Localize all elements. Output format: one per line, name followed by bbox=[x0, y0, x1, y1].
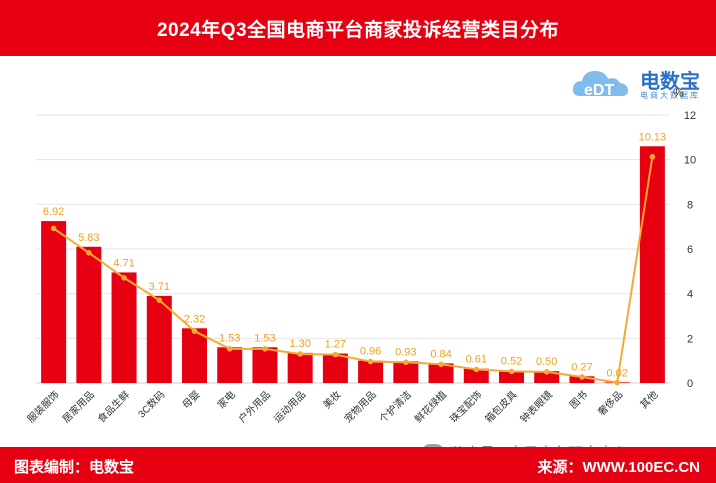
x-tick-label: 3C数码 bbox=[135, 388, 167, 420]
data-label: 4.71 bbox=[113, 257, 134, 269]
logo-text: 电数宝 bbox=[640, 71, 700, 93]
data-label: 3.71 bbox=[149, 281, 170, 293]
line-point bbox=[156, 297, 163, 303]
x-tick-label: 户外用品 bbox=[236, 388, 273, 425]
line-point bbox=[262, 346, 268, 352]
x-tick-label: 鲜花绿植 bbox=[412, 388, 449, 425]
logo-subtext: 电商大数据库 bbox=[640, 91, 700, 100]
data-label: 0.50 bbox=[536, 356, 557, 368]
line-point bbox=[121, 275, 127, 281]
chart-header: 2024年Q3全国电商平台商家投诉经营类目分布 bbox=[0, 0, 716, 56]
x-tick-label: 图书 bbox=[567, 389, 590, 412]
x-tick-label: 服装服饰 bbox=[24, 388, 61, 425]
brand-logo: eDT 电数宝 电商大数据库 bbox=[570, 62, 710, 104]
line-point bbox=[86, 249, 92, 256]
data-label: 10.13 bbox=[639, 131, 667, 143]
data-label: 1.27 bbox=[325, 339, 346, 351]
bar bbox=[111, 272, 137, 383]
y-tick-label: 12 bbox=[684, 110, 696, 122]
x-tick-label: 居家用品 bbox=[59, 388, 96, 425]
y-axis-unit: % bbox=[673, 86, 684, 100]
bar bbox=[639, 146, 665, 383]
trend-line bbox=[53, 156, 654, 384]
bar bbox=[499, 370, 524, 383]
line-point bbox=[438, 361, 444, 368]
y-tick-label: 4 bbox=[687, 289, 693, 301]
bar bbox=[41, 221, 67, 383]
data-label: 0.02 bbox=[606, 367, 627, 379]
line-point bbox=[579, 374, 585, 380]
bar bbox=[463, 368, 489, 383]
footer-credit: 图表编制：电数宝 bbox=[14, 459, 135, 476]
x-tick-label: 食品生鲜 bbox=[95, 388, 132, 425]
line-point bbox=[543, 369, 550, 375]
data-label: 1.53 bbox=[254, 332, 275, 344]
chart-title: 2024年Q3全国电商平台商家投诉经营类目分布 bbox=[156, 19, 560, 41]
y-tick-label: 2 bbox=[687, 333, 693, 345]
bar bbox=[534, 371, 560, 383]
bar bbox=[428, 363, 454, 383]
line-point bbox=[473, 366, 480, 373]
data-label: 2.32 bbox=[184, 313, 205, 325]
data-label: 0.84 bbox=[430, 348, 451, 360]
data-label: 1.53 bbox=[219, 332, 240, 344]
line-point bbox=[649, 153, 656, 160]
data-label: 0.93 bbox=[395, 346, 416, 358]
line-point bbox=[297, 351, 303, 357]
x-tick-label: 珠宝配饰 bbox=[447, 388, 484, 425]
x-tick-label: 美妆 bbox=[320, 388, 343, 411]
x-tick-label: 母婴 bbox=[180, 389, 203, 412]
data-label: 6.92 bbox=[43, 206, 64, 218]
y-tick-label: 6 bbox=[687, 244, 693, 256]
bar bbox=[322, 353, 348, 383]
line-point bbox=[614, 379, 620, 386]
y-tick-label: 0 bbox=[687, 378, 693, 390]
bar bbox=[393, 361, 419, 383]
y-tick-label: 8 bbox=[687, 199, 693, 211]
x-tick-label: 宠物用品 bbox=[341, 388, 378, 425]
x-tick-label: 奢侈品 bbox=[595, 388, 625, 418]
line-point bbox=[403, 359, 409, 366]
x-tick-label: 其他 bbox=[637, 388, 660, 411]
chart-footer: 图表编制：电数宝 来源：WWW.100EC.CN bbox=[0, 447, 716, 483]
data-label: 5.83 bbox=[78, 232, 99, 244]
data-label: 0.96 bbox=[360, 346, 381, 358]
bar bbox=[146, 295, 172, 383]
x-tick-label: 家电 bbox=[215, 388, 238, 411]
x-tick-label: 运动用品 bbox=[272, 389, 309, 426]
line-point bbox=[332, 351, 339, 358]
bar bbox=[358, 360, 384, 383]
data-label: 0.52 bbox=[501, 356, 522, 368]
x-tick-label: 箱包皮具 bbox=[482, 388, 519, 425]
line-point bbox=[367, 358, 374, 365]
line-point bbox=[50, 225, 57, 232]
data-label: 1.30 bbox=[289, 338, 310, 350]
line-point bbox=[226, 346, 233, 352]
line-point bbox=[191, 328, 198, 334]
cloud-logo-icon: eDT bbox=[572, 71, 628, 99]
bar bbox=[182, 328, 207, 383]
bar bbox=[217, 347, 243, 383]
line-point bbox=[508, 368, 515, 375]
bar bbox=[252, 347, 278, 383]
footer-source: 来源：WWW.100EC.CN bbox=[537, 459, 700, 476]
x-tick-label: 个护清洁 bbox=[376, 388, 413, 425]
bar bbox=[287, 352, 313, 383]
bar bbox=[76, 246, 102, 383]
data-label: 0.27 bbox=[571, 361, 592, 373]
y-tick-label: 10 bbox=[684, 155, 696, 167]
logo-mark: eDT bbox=[584, 82, 614, 99]
data-label: 0.61 bbox=[466, 354, 487, 366]
x-tick-label: 钟表眼镜 bbox=[517, 388, 554, 425]
